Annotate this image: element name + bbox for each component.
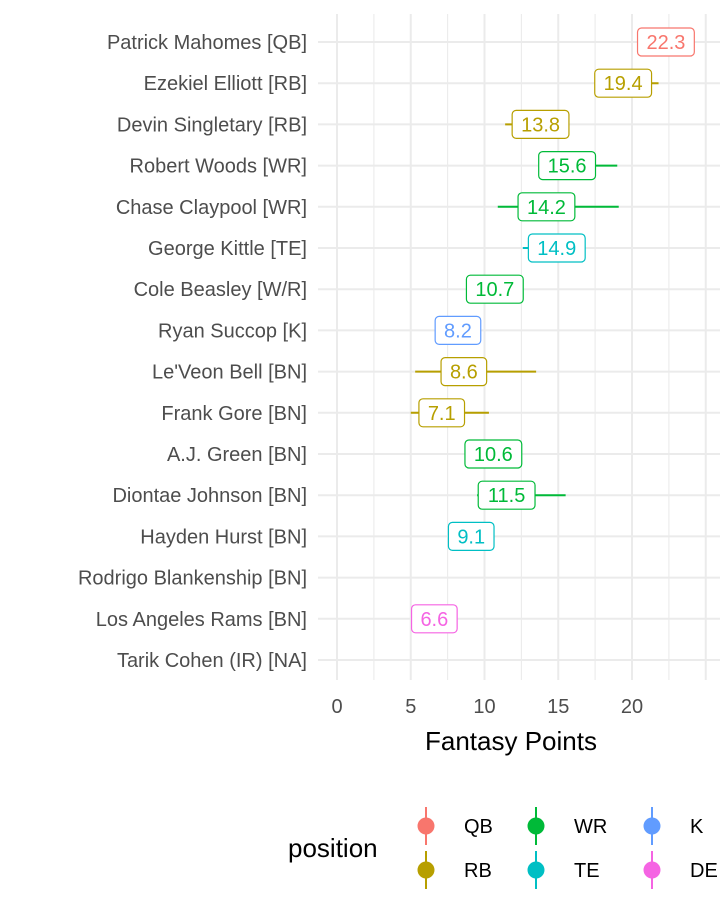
value-label: 19.4	[594, 68, 653, 98]
player-label: Ryan Succop [K]	[158, 320, 307, 342]
value-label-text: 7.1	[428, 403, 456, 425]
value-label-text: 11.5	[488, 485, 525, 507]
legend-item-label: TE	[574, 860, 600, 882]
legend-key-dot	[417, 861, 435, 879]
player-label: Le'Veon Bell [BN]	[152, 362, 307, 384]
value-label: 10.7	[465, 274, 524, 304]
value-label-box	[464, 439, 523, 469]
legend-item: QB	[417, 807, 493, 845]
value-label-text: 6.6	[420, 609, 448, 631]
x-axis-title: Fantasy Points	[425, 726, 597, 756]
value-label-box	[511, 109, 570, 140]
value-label-box	[465, 274, 524, 304]
value-label: 8.2	[434, 315, 482, 345]
value-label: 6.6	[410, 604, 458, 634]
player-label: Patrick Mahomes [QB]	[107, 32, 307, 54]
value-label-box	[517, 192, 576, 222]
x-tick-label: 0	[331, 696, 342, 718]
legend-key-dot	[527, 817, 545, 835]
value-label-box	[527, 233, 586, 263]
value-label-text: 19.4	[604, 73, 643, 95]
value-label-text: 9.1	[457, 526, 485, 548]
value-label-text: 22.3	[646, 32, 685, 54]
value-label: 10.6	[464, 439, 523, 469]
player-label: Cole Beasley [W/R]	[134, 279, 307, 301]
value-label-text: 14.9	[537, 238, 576, 260]
legend-key-dot	[643, 861, 661, 879]
player-label: Rodrigo Blankenship [BN]	[78, 568, 307, 590]
value-label: 14.2	[517, 192, 576, 222]
value-label: 14.9	[527, 233, 586, 263]
x-tick-label: 10	[473, 696, 495, 718]
legend-item-label: QB	[464, 816, 493, 838]
value-label: 7.1	[418, 398, 466, 428]
legend-item: WR	[527, 807, 607, 845]
value-label-text: 10.7	[475, 279, 514, 301]
value-label-box	[477, 480, 536, 510]
player-label: Robert Woods [WR]	[130, 156, 307, 178]
value-label: 13.8	[511, 109, 570, 140]
player-label: Chase Claypool [WR]	[116, 197, 307, 219]
legend-item-label: K	[690, 816, 704, 838]
legend-item: RB	[417, 851, 492, 889]
legend-key-dot	[417, 817, 435, 835]
value-label: 11.5	[477, 480, 536, 510]
value-label-box	[418, 398, 466, 428]
value-label-box	[447, 521, 495, 552]
legend-item: K	[643, 807, 704, 845]
value-label: 15.6	[538, 151, 597, 181]
x-axis: 0 5 10 15 20	[331, 696, 643, 718]
value-label-text: 8.2	[444, 320, 472, 342]
player-labels: Patrick Mahomes [QB] Ezekiel Elliott [RB]…	[78, 32, 307, 672]
value-label-box	[434, 315, 482, 345]
x-tick-label: 5	[405, 696, 416, 718]
x-tick-label: 20	[621, 696, 643, 718]
value-label: 9.1	[447, 521, 495, 552]
x-tick-label: 15	[547, 696, 569, 718]
player-label: Tarik Cohen (IR) [NA]	[117, 650, 307, 672]
player-label: A.J. Green [BN]	[167, 444, 307, 466]
player-label: Los Angeles Rams [BN]	[96, 609, 307, 631]
player-label: Diontae Johnson [BN]	[112, 485, 307, 507]
value-label-text: 10.6	[474, 444, 513, 466]
value-label: 22.3	[636, 27, 695, 57]
value-label-text: 15.6	[548, 156, 587, 178]
legend-key-dot	[527, 861, 545, 879]
value-label-box	[410, 604, 458, 634]
player-label: Frank Gore [BN]	[161, 403, 307, 425]
legend-key-dot	[643, 817, 661, 835]
player-label: Ezekiel Elliott [RB]	[144, 73, 307, 95]
legend-item: TE	[527, 851, 600, 889]
legend-item-label: RB	[464, 860, 492, 882]
value-label-box	[440, 357, 488, 387]
value-label: 8.6	[440, 357, 488, 387]
legend-item: DE	[643, 851, 718, 889]
player-label: Devin Singletary [RB]	[117, 114, 307, 136]
value-label-box	[594, 68, 653, 98]
value-label-text: 13.8	[521, 114, 560, 136]
legend-items: QB RB WR TE K DE	[417, 807, 718, 889]
data-marks: 22.319.4 13.8 15.6 14.2 14.9 10.78.2 8.6 7.1 10.…	[410, 27, 695, 634]
value-label-text: 8.6	[450, 362, 478, 384]
value-label-box	[636, 27, 695, 57]
player-label: Hayden Hurst [BN]	[140, 526, 307, 548]
legend-item-label: DE	[690, 860, 718, 882]
legend: position QB RB WR TE K DE	[288, 807, 718, 889]
legend-item-label: WR	[574, 816, 607, 838]
legend-title: position	[288, 833, 378, 863]
value-label-text: 14.2	[527, 197, 566, 219]
value-label-box	[538, 151, 597, 181]
player-label: George Kittle [TE]	[148, 238, 307, 260]
